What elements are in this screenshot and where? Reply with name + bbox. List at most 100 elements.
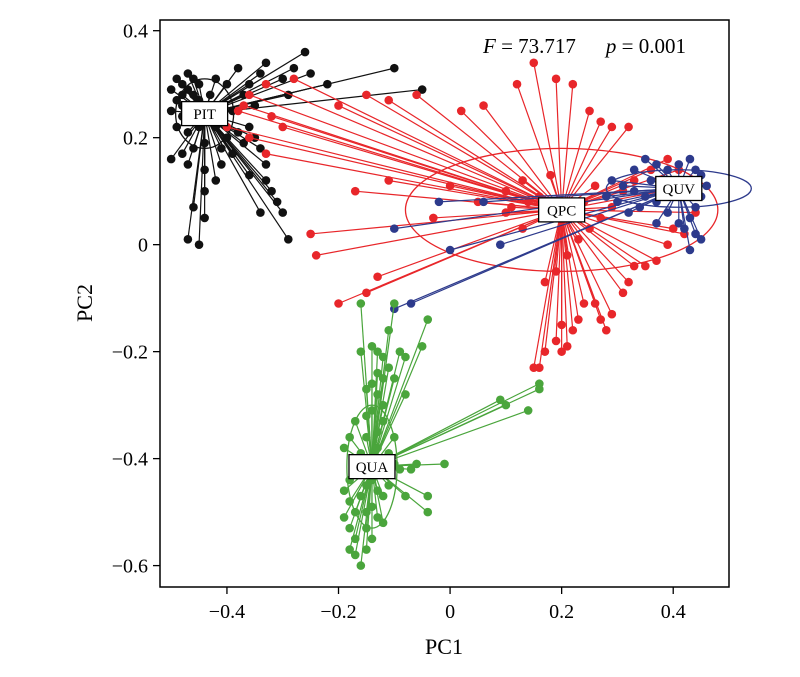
qpc-point (663, 240, 672, 249)
qua-point (378, 416, 388, 426)
qpc-point (568, 79, 578, 89)
qpc-label-box (537, 197, 586, 223)
qpc-spoke (544, 209, 563, 352)
quv-point (406, 299, 416, 308)
qua-point (423, 315, 433, 324)
quv-point (691, 229, 700, 239)
qpc-point (624, 277, 633, 287)
pit-point (189, 144, 198, 153)
qua-point (362, 432, 371, 442)
y-tick-label: −0.2 (112, 342, 148, 364)
pit-point (189, 74, 198, 84)
qua-point (384, 363, 394, 372)
qua-point (350, 507, 360, 517)
qua-point (378, 352, 388, 362)
qua-point (350, 550, 360, 560)
quv-point (663, 208, 672, 217)
qpc-point (456, 106, 466, 116)
qua-point (378, 400, 388, 410)
qpc-point (501, 186, 511, 196)
pit-point (194, 240, 204, 249)
qua-point (389, 374, 399, 383)
qpc-point (607, 309, 617, 319)
qpc-spoke (249, 137, 562, 211)
qpc-point (668, 224, 678, 233)
qpc-point (261, 79, 271, 89)
pit-point (194, 79, 204, 89)
pit-point (178, 79, 187, 89)
qpc-spoke (561, 209, 624, 294)
pit-point (261, 160, 271, 169)
qpc-point (574, 315, 583, 324)
quv-point (652, 160, 661, 169)
pit-point (200, 138, 209, 148)
qpc-spoke (265, 83, 562, 211)
qpc-point (601, 325, 611, 335)
qpc-point (289, 74, 299, 84)
qpc-point (641, 261, 650, 271)
qpc-ellipse (404, 147, 719, 273)
qua-point (339, 486, 349, 496)
qua-point (367, 379, 377, 389)
quv-label-box (655, 175, 703, 202)
qua-label-text: QUA (356, 460, 389, 476)
pit-point (183, 69, 193, 78)
pit-point (261, 176, 271, 185)
pit-label-text: PIT (193, 107, 216, 123)
qpc-point (479, 101, 488, 110)
pit-point (172, 122, 182, 132)
qua-point (523, 406, 533, 415)
qpc-point (535, 363, 544, 372)
qpc-spoke (460, 110, 563, 211)
pit-point (166, 106, 176, 116)
qua-point (423, 491, 433, 501)
qua-point (378, 518, 388, 528)
pit-point (217, 144, 226, 153)
qua-point (362, 523, 371, 533)
qpc-point (607, 122, 617, 132)
qpc-point (557, 347, 566, 356)
pit-point (278, 74, 288, 84)
pit-point (261, 58, 271, 68)
qpc-point (557, 320, 566, 330)
y-tick-label: 0 (138, 235, 148, 257)
qua-point (362, 384, 371, 394)
quv-point (691, 202, 700, 212)
qpc-spoke (555, 209, 563, 341)
pit-point (189, 202, 198, 212)
qua-spoke (371, 319, 429, 467)
qua-point (384, 481, 394, 490)
qua-point (362, 411, 371, 421)
pit-point (178, 90, 187, 100)
pit-point (222, 133, 232, 142)
quv-point (629, 165, 639, 175)
pit-point (244, 170, 254, 180)
qpc-spoke (516, 83, 563, 211)
pit-point (200, 165, 209, 175)
qpc-point (562, 251, 572, 260)
pit-label-box (180, 100, 229, 127)
quv-point (629, 186, 639, 196)
quv-spoke (394, 187, 680, 310)
qua-point (373, 390, 382, 399)
qua-point (412, 459, 421, 469)
pit-point (272, 197, 282, 207)
qpc-point (507, 202, 516, 212)
qua-point (389, 299, 399, 308)
quv-point (652, 218, 661, 228)
qpc-point (629, 261, 639, 271)
quv-point (607, 176, 617, 185)
qua-point (339, 443, 349, 453)
quv-point (613, 197, 622, 207)
qpc-point (362, 90, 371, 100)
qpc-spoke (310, 209, 562, 235)
qua-point (395, 347, 405, 356)
qpc-spoke (377, 209, 562, 278)
qua-point (389, 432, 399, 442)
pit-spoke (187, 113, 206, 240)
qpc-point (624, 122, 633, 132)
pit-point (289, 63, 299, 73)
pit-point (183, 85, 193, 94)
qpc-point (233, 106, 243, 116)
